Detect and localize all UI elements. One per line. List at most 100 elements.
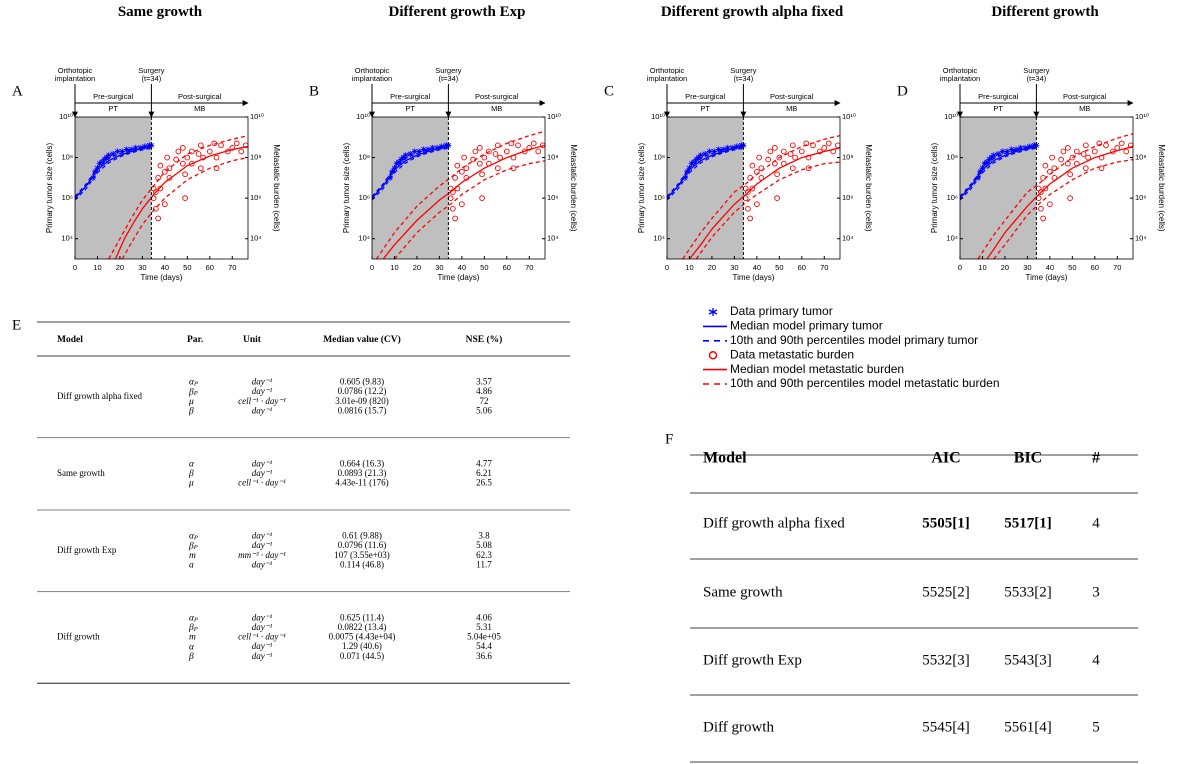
legend-marker	[708, 350, 718, 360]
data-point	[166, 165, 173, 172]
table-cell: αP	[189, 378, 198, 388]
x-tick-label: 70	[228, 263, 236, 272]
y-tick-label: 10⁸	[653, 153, 665, 162]
table-cell: day⁻¹	[252, 458, 273, 468]
y2-tick-label: 10⁸	[842, 153, 854, 162]
data-point	[740, 142, 747, 149]
y-tick-label: 10⁶	[359, 193, 370, 202]
data-point	[508, 140, 515, 147]
data-point	[155, 215, 161, 222]
x-tick-label: 0	[958, 263, 962, 272]
data-point	[749, 162, 756, 169]
panel-title: Same growth	[117, 4, 203, 20]
table-cell: 5532[3]	[922, 652, 970, 668]
table-cell: day⁻¹	[252, 559, 273, 569]
table-cell: a	[189, 560, 194, 570]
table-cell: Diff growth	[57, 632, 100, 642]
table-cell: 0.0075 (4.43e+04)	[329, 632, 396, 642]
data-point	[767, 148, 774, 155]
table-cell: 5.08	[476, 540, 492, 550]
x-tick-label: 10	[390, 263, 398, 272]
table-cell: 6.21	[476, 468, 492, 478]
data-point	[173, 156, 179, 163]
data-point	[238, 148, 245, 155]
data-point	[494, 165, 501, 172]
table-cell: 4.43e-11 (176)	[335, 478, 388, 488]
table-cell: 54.4	[476, 641, 492, 651]
table-cell: 0.071 (44.5)	[340, 651, 384, 661]
x-tick-label: 70	[525, 263, 533, 272]
annotation: Post-surgical	[770, 92, 814, 101]
model-line	[986, 145, 1133, 259]
y2-tick-label: 10⁶	[1135, 193, 1146, 202]
y2-tick-label: 10⁶	[250, 193, 261, 202]
x-tick-label: 60	[1091, 263, 1099, 272]
data-point	[1098, 165, 1105, 172]
x-tick-label: 50	[480, 263, 488, 272]
table-cell: 5	[1092, 719, 1100, 735]
data-point	[684, 168, 691, 175]
y-tick-label: 10⁴	[61, 234, 73, 243]
data-point	[182, 171, 188, 178]
data-point	[197, 165, 204, 172]
annotation: Orthotopic	[650, 66, 685, 75]
data-point	[188, 160, 195, 167]
data-point	[229, 145, 236, 151]
data-point	[1067, 195, 1073, 201]
table-cell: 5561[4]	[1004, 719, 1052, 735]
panel-title: Different growth	[991, 4, 1099, 20]
data-point	[988, 154, 995, 161]
table-cell: 4	[1092, 652, 1100, 668]
annotation: Post-surgical	[178, 92, 222, 101]
table-cell: 4.86	[476, 386, 492, 396]
data-point	[1049, 154, 1055, 161]
data-point	[114, 148, 121, 155]
table-cell: Diff growth Exp	[703, 652, 802, 668]
y2-axis-label: Metastatic burden (cells)	[864, 144, 873, 231]
table-cell: βP	[188, 623, 198, 633]
model-line	[960, 146, 1037, 199]
y-tick-label: 10¹⁰	[59, 112, 73, 121]
y-tick-label: 10⁴	[653, 234, 665, 243]
table-cell: Same growth	[57, 468, 105, 478]
y2-tick-label: 10¹⁰	[842, 112, 856, 121]
y-tick-label: 10⁸	[946, 153, 958, 162]
data-point	[695, 154, 702, 161]
table-cell: μ	[188, 479, 194, 489]
annotation: Pre-surgical	[93, 92, 133, 101]
annotation: MB	[786, 104, 797, 113]
data-point	[184, 154, 191, 161]
table-cell: cell⁻¹ · day⁻¹	[238, 396, 286, 406]
table-cell: 5533[2]	[1004, 584, 1052, 600]
annotation: PT	[993, 104, 1003, 113]
data-point	[503, 148, 510, 155]
legend-label: 10th and 90th percentiles model primary …	[730, 333, 978, 347]
data-point	[733, 143, 740, 150]
data-point	[162, 168, 168, 175]
table-cell: 4.06	[476, 612, 492, 622]
data-point	[745, 189, 751, 195]
data-point	[515, 142, 521, 149]
table-cell: day⁻¹	[252, 405, 273, 415]
y-axis-label: Primary tumor size (cells)	[342, 143, 351, 234]
model-line	[977, 133, 1133, 259]
data-point	[995, 150, 1002, 157]
x-axis-label: Time (days)	[438, 273, 480, 282]
data-point	[389, 168, 396, 175]
subscript: P	[193, 535, 198, 542]
data-point	[1096, 140, 1103, 147]
y-tick-label: 10⁶	[947, 193, 958, 202]
table-cell: cell⁻¹ · day⁻¹	[238, 478, 286, 488]
legend-label: 10th and 90th percentiles model metastat…	[730, 376, 1000, 390]
table-cell: day⁻¹	[252, 612, 273, 622]
data-point	[472, 148, 479, 155]
table-cell: 5.31	[476, 622, 492, 632]
data-point	[774, 195, 780, 201]
y-tick-label: 10⁴	[946, 234, 958, 243]
data-point	[1013, 146, 1020, 153]
y-tick-label: 10⁴	[358, 234, 370, 243]
table-cell: 5525[2]	[922, 584, 970, 600]
data-point	[1038, 205, 1044, 212]
data-point	[179, 145, 186, 151]
